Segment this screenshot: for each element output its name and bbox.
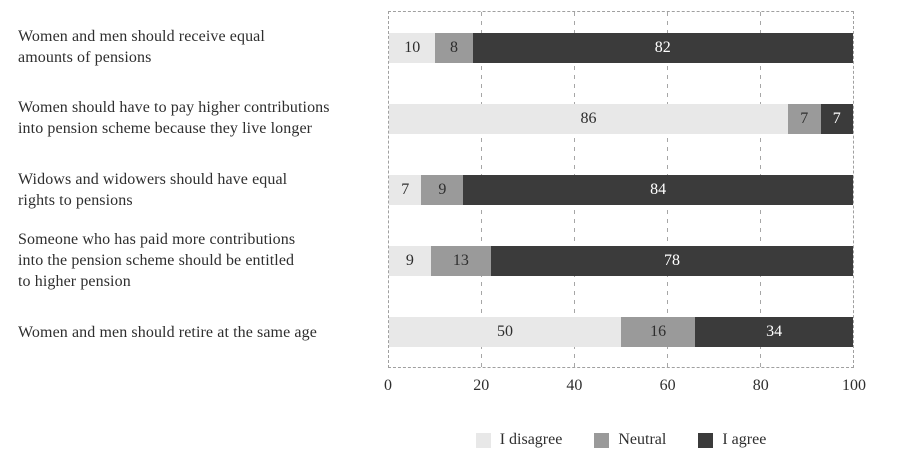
bar-value-label: 9 — [405, 251, 414, 269]
bar-segment-neutral: 16 — [621, 316, 696, 347]
bar-value-label: 84 — [650, 180, 667, 198]
bar-row: 50 16 34 — [389, 296, 853, 367]
legend-item-i-agree: I agree — [698, 431, 766, 449]
legend-item-neutral: Neutral — [594, 431, 666, 449]
bar-segment-i-agree: 7 — [820, 103, 853, 134]
bar-segment-i-agree: 34 — [695, 316, 853, 347]
bar-segment-i-agree: 84 — [463, 174, 853, 205]
legend-item-i-disagree: I disagree — [475, 431, 563, 449]
legend-swatch-icon — [698, 432, 714, 448]
bar-segment-i-disagree: 50 — [389, 316, 621, 347]
legend-label: I agree — [722, 431, 767, 448]
bar-segment-neutral: 9 — [421, 174, 464, 205]
bar-segment-i-disagree: 10 — [389, 32, 436, 63]
bar-segment-i-disagree: 7 — [389, 174, 422, 205]
bar-segment-i-disagree: 86 — [389, 103, 789, 134]
legend-swatch-icon — [475, 432, 491, 448]
x-tick-label-40: 40 — [566, 377, 583, 394]
bar-segment-i-disagree: 9 — [389, 245, 431, 276]
bar-value-label: 82 — [654, 38, 671, 56]
bar-value-label: 7 — [800, 109, 809, 127]
x-tick-label-100: 100 — [842, 377, 866, 394]
bar-value-label: 10 — [404, 38, 421, 56]
bar-segment-i-agree: 78 — [491, 245, 853, 276]
category-label: Widows and widowers should have equal ri… — [18, 170, 288, 209]
category-labels: Women and men should receive equal amoun… — [18, 11, 382, 368]
legend: I disagree Neutral I agree — [388, 431, 854, 449]
bar-value-label: 7 — [401, 180, 410, 198]
bars-container: 10 8 82 86 7 7 7 9 84 9 13 78 50 16 34 — [389, 12, 853, 367]
bar-value-label: 16 — [650, 322, 667, 340]
bar-value-label: 13 — [452, 251, 469, 269]
legend-label: Neutral — [618, 431, 667, 448]
plot-area: 10 8 82 86 7 7 7 9 84 9 13 78 50 16 34 — [388, 11, 854, 368]
bar-value-label: 34 — [766, 322, 783, 340]
bar-segment-neutral: 7 — [788, 103, 821, 134]
bar-value-label: 8 — [449, 38, 458, 56]
bar-value-label: 86 — [580, 109, 597, 127]
bar-segment-i-agree: 82 — [472, 32, 853, 63]
bar-value-label: 78 — [664, 251, 681, 269]
stacked-bar: 10 8 82 — [389, 32, 853, 63]
category-label: Women and men should retire at the same … — [18, 323, 317, 341]
x-tick-label-20: 20 — [473, 377, 490, 394]
category-label: Women and men should receive equal amoun… — [18, 27, 265, 66]
bar-row: 10 8 82 — [389, 12, 853, 83]
stacked-bar: 50 16 34 — [389, 316, 853, 347]
stacked-bar: 9 13 78 — [389, 245, 853, 276]
bar-value-label: 7 — [832, 109, 841, 127]
category-label: Someone who has paid more contributions … — [18, 231, 296, 291]
stacked-bar: 7 9 84 — [389, 174, 853, 205]
category-label: Women should have to pay higher contribu… — [18, 99, 330, 138]
legend-label: I disagree — [499, 431, 563, 448]
bar-row: 86 7 7 — [389, 83, 853, 154]
bar-value-label: 9 — [438, 180, 447, 198]
bar-row: 7 9 84 — [389, 154, 853, 225]
x-tick-label-80: 80 — [752, 377, 769, 394]
bar-segment-neutral: 13 — [430, 245, 492, 276]
stacked-bar: 86 7 7 — [389, 103, 853, 134]
bar-segment-neutral: 8 — [435, 32, 473, 63]
x-tick-label-0: 0 — [384, 377, 392, 394]
x-axis: 0 20 40 60 80 100 — [384, 377, 866, 399]
legend-swatch-icon — [594, 432, 610, 448]
x-tick-label-60: 60 — [659, 377, 676, 394]
bar-row: 9 13 78 — [389, 225, 853, 296]
bar-value-label: 50 — [497, 322, 513, 340]
